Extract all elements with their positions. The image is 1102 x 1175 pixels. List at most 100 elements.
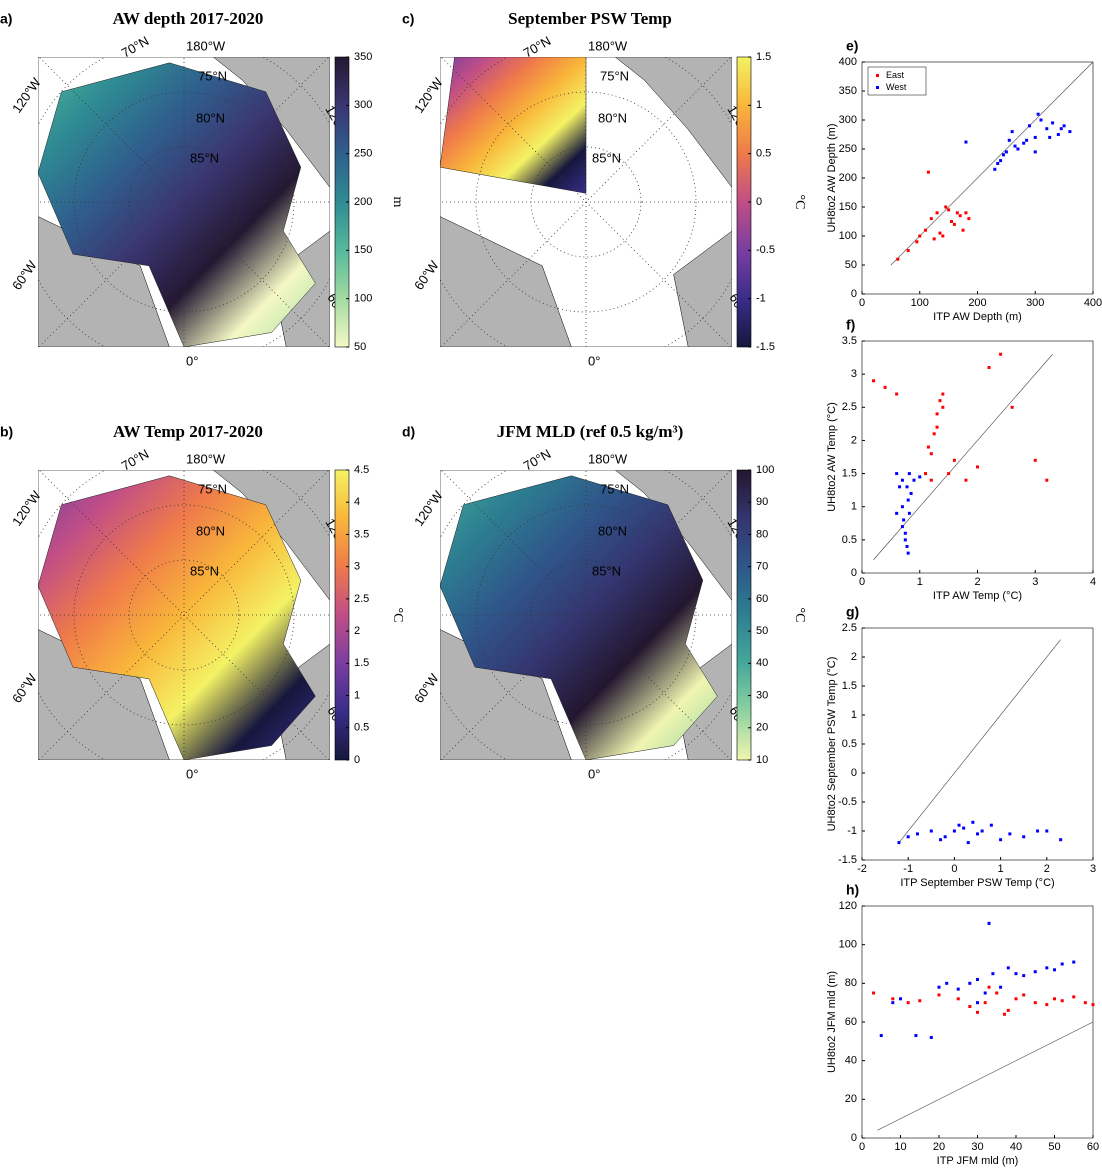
point	[976, 832, 979, 836]
point	[872, 379, 876, 383]
point	[958, 214, 962, 218]
y-tick-label: -0.5	[838, 796, 857, 808]
point	[1056, 133, 1060, 136]
x-tick-label: 100	[911, 297, 929, 309]
map-label: 75°N	[600, 68, 629, 83]
point	[964, 211, 968, 215]
colorbar-tick-label: 150	[354, 244, 372, 256]
point	[1039, 118, 1043, 122]
point	[1051, 121, 1055, 125]
point	[907, 511, 911, 515]
point	[903, 531, 907, 535]
map-label: 0°	[588, 353, 600, 368]
colorbar-tick-label: 1	[354, 689, 360, 701]
point	[915, 240, 919, 244]
map-label: 60°W	[411, 257, 442, 292]
y-tick-label: 0	[851, 1132, 857, 1144]
colorbar-tick-label: 60	[756, 593, 768, 605]
map-label: 70°N	[521, 33, 554, 61]
map-label: 60°W	[9, 257, 40, 292]
point	[872, 991, 876, 995]
point	[1045, 829, 1049, 833]
y-axis-label: UH8to2 AW Depth (m)	[826, 123, 838, 232]
meridian	[38, 470, 330, 760]
ocean-field	[440, 475, 718, 760]
point	[900, 525, 904, 529]
x-tick-label: 1	[917, 576, 923, 588]
map-title: JFM MLD (ref 0.5 kg/m³)	[497, 422, 684, 441]
x-tick-label: 0	[859, 1141, 865, 1153]
colorbar-label: m	[390, 197, 405, 208]
point	[1060, 999, 1064, 1003]
point	[1001, 153, 1005, 157]
map-label: 60°W	[9, 670, 40, 705]
map-label: 85°N	[190, 563, 219, 578]
y-tick-label: 300	[839, 114, 857, 126]
point	[1016, 147, 1020, 151]
point	[976, 977, 979, 981]
map-title: AW Temp 2017-2020	[113, 422, 263, 441]
y-tick-label: 20	[845, 1093, 857, 1105]
y-tick-label: 150	[839, 201, 857, 213]
point	[1091, 1003, 1095, 1007]
map-label: 70°N	[119, 33, 152, 61]
colorbar-tick-label: 4.5	[354, 464, 369, 476]
point	[918, 234, 922, 238]
point	[1060, 962, 1064, 966]
x-tick-label: -2	[857, 863, 867, 875]
y-tick-label: 1	[851, 709, 857, 721]
colorbar-tick-label: 350	[354, 51, 372, 63]
colorbar-tick-label: 70	[756, 561, 768, 573]
point	[899, 997, 902, 1001]
x-tick-label: 40	[1010, 1141, 1022, 1153]
point	[929, 217, 933, 221]
point	[1014, 972, 1018, 976]
point	[903, 538, 907, 542]
y-tick-label: 40	[845, 1055, 857, 1067]
y-axis-label: UH8to2 September PSW Temp (°C)	[826, 657, 838, 832]
map	[440, 57, 732, 347]
colorbar-tick-label: 2.5	[354, 593, 369, 605]
map-label: 85°N	[592, 150, 621, 165]
legend-label: East	[886, 70, 905, 80]
map	[38, 57, 330, 347]
x-tick-label: 3	[1090, 863, 1096, 875]
map-label: 180°W	[588, 38, 628, 53]
colorbar-tick-label: 1	[756, 99, 762, 111]
point	[1059, 127, 1063, 131]
map-label: 0°	[588, 766, 600, 781]
point	[964, 140, 968, 144]
panel-label: g)	[846, 604, 859, 620]
y-axis-label: UH8to2 AW Temp (°C)	[826, 402, 838, 512]
panel-label: a)	[0, 11, 12, 27]
point	[902, 518, 906, 522]
point	[926, 170, 930, 174]
colorbar-tick-label: 10	[756, 754, 768, 766]
x-axis-label: ITP AW Depth (m)	[933, 311, 1022, 323]
x-axis-label: ITP JFM mld (m)	[937, 1155, 1019, 1167]
point	[897, 841, 901, 845]
point	[996, 162, 1000, 165]
colorbar	[334, 469, 350, 761]
colorbar-tick-label: -1	[756, 293, 766, 305]
colorbar-tick-label: 90	[756, 496, 768, 508]
point	[1072, 960, 1076, 964]
map-label: 80°N	[598, 110, 627, 125]
y-tick-label: -1	[847, 825, 857, 837]
point	[971, 820, 975, 824]
colorbar-tick-label: 50	[354, 341, 366, 353]
ocean-field	[38, 475, 316, 760]
y-tick-label: 1	[851, 501, 857, 513]
panel-label: h)	[846, 882, 859, 898]
point	[980, 829, 984, 833]
map-label: 85°N	[592, 563, 621, 578]
point	[1033, 150, 1037, 154]
point	[947, 208, 951, 212]
latitude-circle	[73, 91, 295, 313]
colorbar-tick-label: 0.5	[756, 148, 771, 160]
point	[952, 222, 956, 226]
latitude-circle	[73, 504, 295, 726]
y-tick-label: 0	[851, 567, 857, 579]
colorbar-tick-label: 40	[756, 657, 768, 669]
plot-area	[861, 340, 1094, 574]
